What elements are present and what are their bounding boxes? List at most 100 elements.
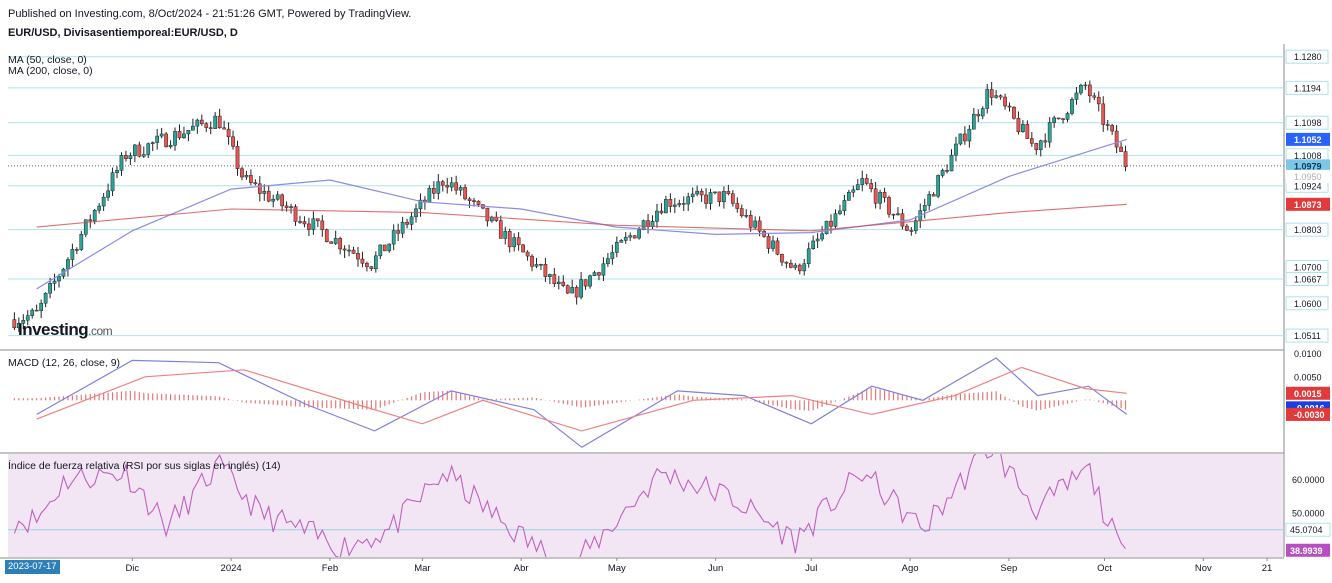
candle-body bbox=[262, 190, 267, 194]
candle-body bbox=[498, 220, 503, 239]
ma50-line bbox=[36, 138, 1127, 290]
published-caption: Published on Investing.com, 8/Oct/2024 -… bbox=[8, 8, 412, 20]
candle-body bbox=[1038, 140, 1043, 151]
candle-body bbox=[1105, 124, 1110, 126]
candle-body bbox=[891, 213, 896, 216]
candle-body bbox=[900, 213, 905, 227]
candle-body bbox=[985, 89, 990, 109]
candle-body bbox=[195, 119, 200, 127]
candle-body bbox=[302, 221, 307, 225]
candle-body bbox=[686, 196, 691, 205]
candle-body bbox=[280, 194, 284, 207]
candle-body bbox=[507, 231, 512, 248]
candle-body bbox=[52, 280, 57, 284]
candle-body bbox=[967, 128, 972, 142]
candle-body bbox=[855, 184, 860, 191]
candle-body bbox=[48, 283, 52, 294]
candle-body bbox=[1003, 96, 1007, 107]
macd-legend[interactable]: MACD (12, 26, close, 9) bbox=[8, 357, 121, 369]
candle-body bbox=[949, 154, 954, 172]
candle-body bbox=[1119, 146, 1123, 152]
candle-body bbox=[811, 240, 816, 249]
candle-body bbox=[356, 253, 360, 260]
rsi-marker-label: 45.0704 bbox=[1290, 525, 1323, 535]
candle-body bbox=[79, 233, 84, 250]
candle-body bbox=[610, 252, 615, 259]
candle-body bbox=[690, 193, 695, 197]
candle-body bbox=[208, 127, 213, 129]
candle-body bbox=[454, 182, 459, 191]
candle-body bbox=[458, 187, 463, 191]
rsi-legend[interactable]: Índice de fuerza relativa (RSI por sus s… bbox=[8, 460, 281, 472]
candle-body bbox=[641, 220, 646, 231]
candle-body bbox=[39, 302, 43, 312]
candle-body bbox=[204, 123, 209, 128]
candle-body bbox=[989, 89, 994, 98]
candle-body bbox=[623, 236, 628, 241]
cursor-date-badge: 2023-07-17 bbox=[5, 560, 60, 574]
candle-body bbox=[382, 244, 387, 252]
candle-body bbox=[155, 135, 160, 143]
ma200-line bbox=[36, 203, 1127, 232]
candle-body bbox=[945, 170, 949, 172]
candle-body bbox=[548, 274, 552, 277]
candle-body bbox=[231, 136, 235, 147]
candle-body bbox=[324, 229, 329, 243]
macd-marker-label: -0.0030 bbox=[1294, 410, 1325, 420]
candle-body bbox=[521, 244, 525, 253]
logo-suffix: .com bbox=[88, 324, 113, 338]
candle-body bbox=[387, 243, 392, 252]
candle-body bbox=[124, 155, 128, 159]
candle-body bbox=[869, 183, 874, 190]
candle-body bbox=[418, 199, 423, 210]
candle-body bbox=[775, 240, 780, 255]
ma50-legend[interactable]: MA (50, close, 0) bbox=[8, 54, 87, 66]
candle-body bbox=[958, 133, 963, 145]
candle-body bbox=[83, 219, 88, 235]
candle-body bbox=[512, 237, 517, 248]
candle-body bbox=[463, 187, 467, 200]
rsi-marker-level bbox=[1285, 522, 1331, 537]
candle-body bbox=[1061, 118, 1065, 120]
candle-body bbox=[307, 223, 311, 230]
price-tick-label: 1.0803 bbox=[1294, 225, 1322, 235]
candle-body bbox=[878, 192, 882, 204]
ma200-legend[interactable]: MA (200, close, 0) bbox=[8, 65, 93, 77]
candle-body bbox=[485, 207, 490, 222]
price-marker-ma-50 bbox=[1286, 132, 1330, 146]
candle-body bbox=[896, 213, 900, 216]
candle-body bbox=[378, 244, 383, 257]
candle-body bbox=[351, 249, 356, 254]
candle-body bbox=[873, 188, 878, 204]
candle-body bbox=[864, 178, 869, 184]
time-tick-label: Ago bbox=[902, 563, 919, 574]
candle-body bbox=[12, 319, 17, 329]
candle-body bbox=[583, 279, 588, 287]
candle-body bbox=[168, 144, 173, 148]
candle-body bbox=[373, 255, 378, 270]
candle-body bbox=[467, 198, 472, 201]
candle-body bbox=[432, 187, 436, 194]
candle-body bbox=[365, 262, 369, 267]
candle-body bbox=[954, 143, 958, 156]
candle-body bbox=[110, 172, 115, 192]
candle-body bbox=[396, 230, 400, 234]
candle-body bbox=[592, 272, 597, 276]
candle-body bbox=[927, 194, 932, 206]
candle-body bbox=[744, 215, 749, 217]
candle-body bbox=[579, 279, 583, 298]
price-marker-label: 1.0873 bbox=[1294, 200, 1322, 210]
candle-body bbox=[391, 230, 396, 245]
time-tick-label: May bbox=[608, 563, 626, 574]
candle-body bbox=[1101, 103, 1106, 125]
candle-body bbox=[159, 133, 164, 137]
candle-body bbox=[173, 131, 177, 146]
candle-body bbox=[186, 130, 191, 135]
candle-body bbox=[735, 203, 740, 209]
candle-body bbox=[405, 221, 409, 225]
candle-body bbox=[971, 113, 976, 130]
candle-body bbox=[530, 255, 534, 267]
candle-body bbox=[284, 205, 289, 208]
price-marker-ma-200 bbox=[1286, 197, 1330, 211]
